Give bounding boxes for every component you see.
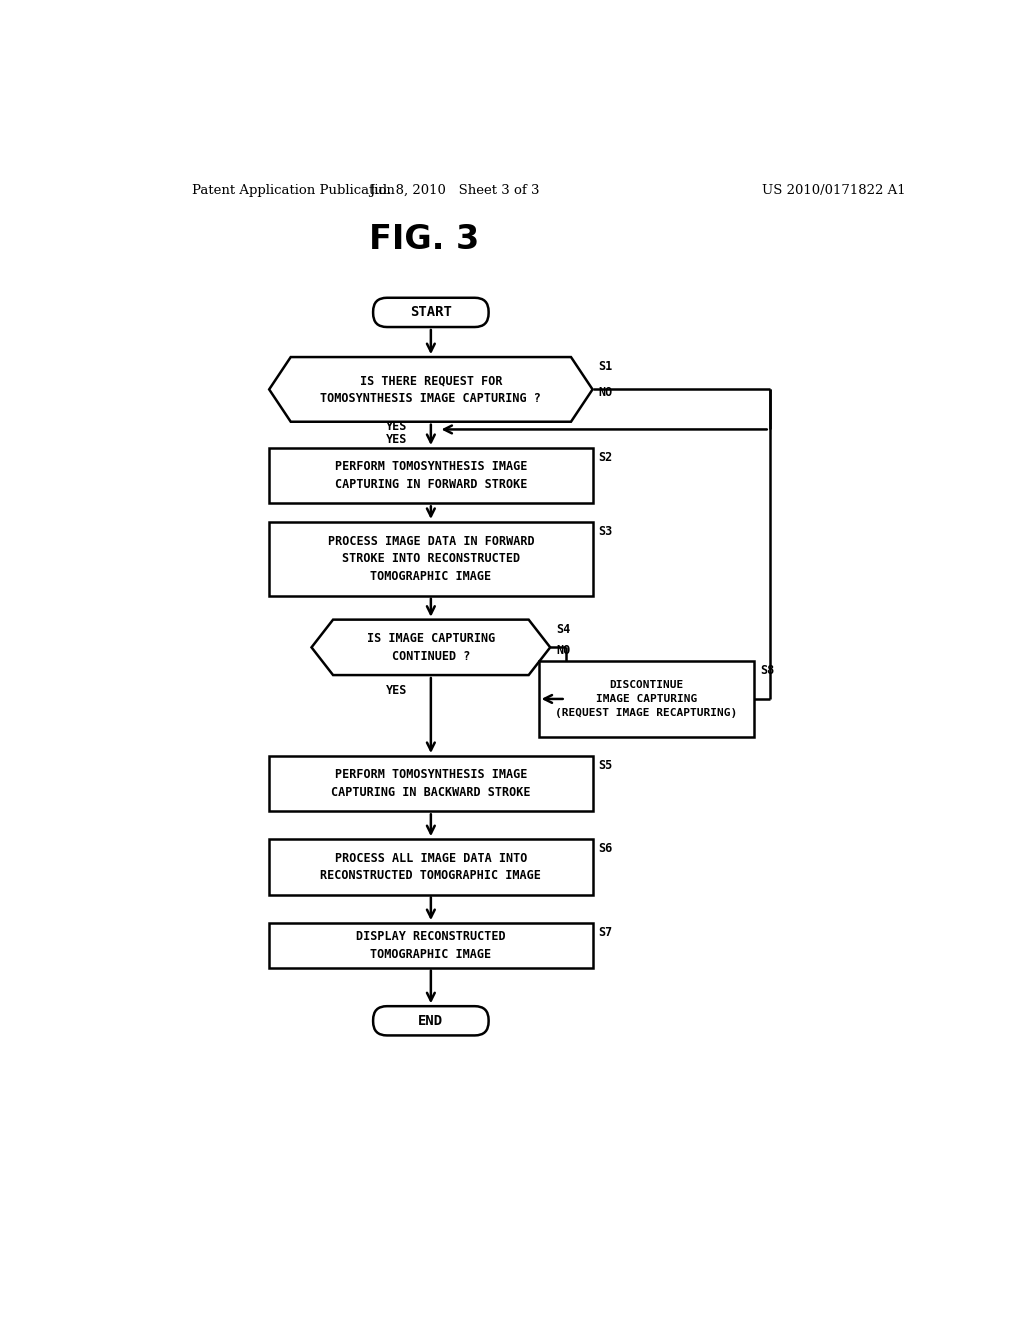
- Text: DISPLAY RECONSTRUCTED
TOMOGRAPHIC IMAGE: DISPLAY RECONSTRUCTED TOMOGRAPHIC IMAGE: [356, 931, 506, 961]
- FancyBboxPatch shape: [373, 298, 488, 327]
- Text: Patent Application Publication: Patent Application Publication: [193, 185, 395, 197]
- Text: US 2010/0171822 A1: US 2010/0171822 A1: [762, 185, 905, 197]
- Bar: [269, 756, 593, 812]
- Text: S1: S1: [599, 360, 613, 374]
- Text: S6: S6: [599, 842, 613, 855]
- FancyBboxPatch shape: [373, 1006, 488, 1035]
- Bar: [269, 447, 593, 503]
- Text: YES: YES: [386, 684, 408, 697]
- Text: PROCESS IMAGE DATA IN FORWARD
STROKE INTO RECONSTRUCTED
TOMOGRAPHIC IMAGE: PROCESS IMAGE DATA IN FORWARD STROKE INT…: [328, 535, 535, 583]
- Text: PERFORM TOMOSYNTHESIS IMAGE
CAPTURING IN FORWARD STROKE: PERFORM TOMOSYNTHESIS IMAGE CAPTURING IN…: [335, 461, 527, 491]
- Text: S5: S5: [599, 759, 613, 772]
- Text: END: END: [418, 1014, 443, 1028]
- Text: DISCONTINUE
IMAGE CAPTURING
(REQUEST IMAGE RECAPTURING): DISCONTINUE IMAGE CAPTURING (REQUEST IMA…: [555, 680, 737, 718]
- Text: S4: S4: [556, 623, 570, 636]
- Bar: [539, 661, 755, 737]
- Polygon shape: [311, 619, 550, 675]
- Text: S3: S3: [599, 525, 613, 539]
- Text: YES: YES: [386, 420, 408, 433]
- Text: S2: S2: [599, 451, 613, 465]
- Text: START: START: [410, 305, 452, 319]
- Text: IS IMAGE CAPTURING
CONTINUED ?: IS IMAGE CAPTURING CONTINUED ?: [367, 632, 495, 663]
- Text: PERFORM TOMOSYNTHESIS IMAGE
CAPTURING IN BACKWARD STROKE: PERFORM TOMOSYNTHESIS IMAGE CAPTURING IN…: [331, 768, 530, 799]
- Text: Jul. 8, 2010   Sheet 3 of 3: Jul. 8, 2010 Sheet 3 of 3: [369, 185, 540, 197]
- Text: PROCESS ALL IMAGE DATA INTO
RECONSTRUCTED TOMOGRAPHIC IMAGE: PROCESS ALL IMAGE DATA INTO RECONSTRUCTE…: [321, 851, 542, 882]
- Text: S8: S8: [761, 664, 775, 677]
- Text: YES: YES: [386, 433, 408, 446]
- Bar: [269, 923, 593, 968]
- Text: IS THERE REQUEST FOR
TOMOSYNTHESIS IMAGE CAPTURING ?: IS THERE REQUEST FOR TOMOSYNTHESIS IMAGE…: [321, 374, 542, 405]
- Text: S7: S7: [599, 927, 613, 939]
- Polygon shape: [269, 358, 593, 422]
- Text: NO: NO: [556, 644, 570, 657]
- Bar: [269, 521, 593, 595]
- Bar: [269, 840, 593, 895]
- Text: FIG. 3: FIG. 3: [370, 223, 479, 256]
- Text: NO: NO: [599, 385, 613, 399]
